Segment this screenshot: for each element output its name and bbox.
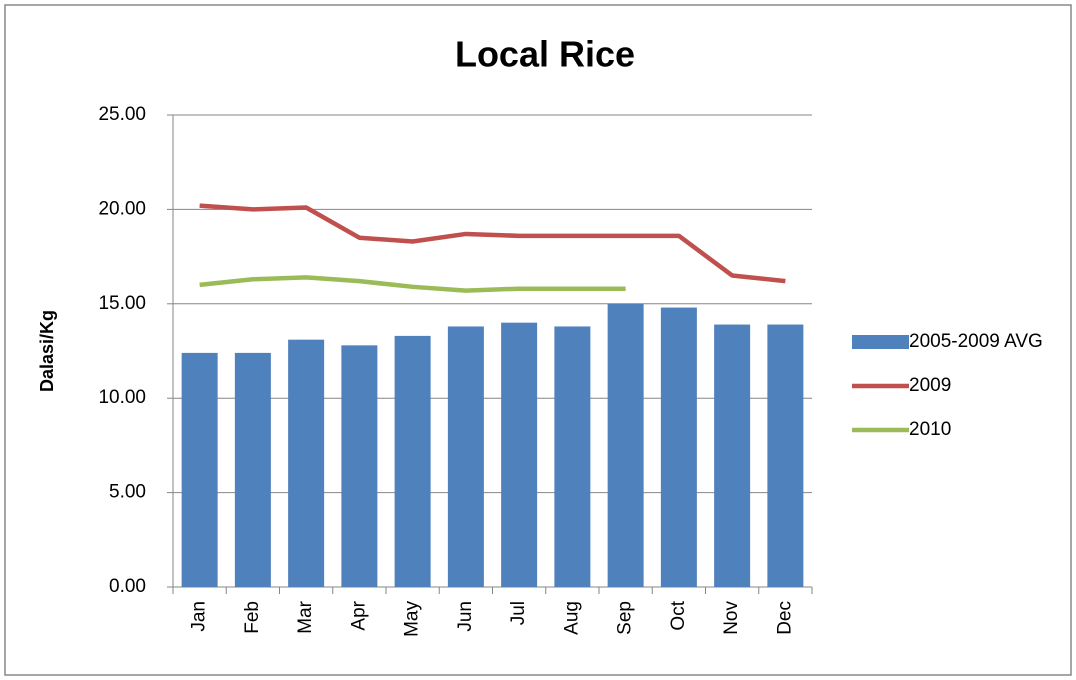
x-tick-label: Jul: [508, 601, 529, 625]
line-series: [199, 203, 786, 284]
y-tick-label: 25.00: [98, 104, 146, 125]
bar: [341, 345, 378, 587]
bar: [767, 324, 804, 587]
x-tick-label: Aug: [561, 601, 582, 635]
chart-title: Local Rice: [455, 34, 635, 75]
bar: [554, 326, 591, 587]
x-tick-label: May: [402, 601, 423, 637]
x-tick-label: Jun: [455, 601, 476, 632]
legend-label: 2010: [909, 419, 951, 440]
bar: [181, 352, 218, 587]
bar: [394, 335, 431, 587]
y-tick-label: 10.00: [98, 387, 146, 408]
bar: [607, 303, 644, 587]
bar: [714, 324, 751, 587]
y-tick-label: 20.00: [98, 198, 146, 219]
bar: [288, 339, 325, 587]
legend-label: 2009: [909, 375, 951, 396]
bar: [234, 352, 271, 587]
x-tick-label: Sep: [615, 601, 636, 635]
x-tick-label: Jan: [189, 601, 210, 632]
x-tick-label: Oct: [668, 600, 689, 630]
x-tick-label: Apr: [348, 600, 369, 630]
line-series: [199, 275, 626, 293]
bar: [660, 307, 697, 587]
x-tick-label: Mar: [295, 600, 316, 633]
bar: [447, 326, 484, 587]
bar: [501, 322, 538, 587]
y-tick-label: 0.00: [109, 576, 146, 597]
y-tick-label: 15.00: [98, 293, 146, 314]
x-tick-label: Nov: [721, 601, 742, 635]
legend-swatch: [852, 335, 909, 349]
y-tick-label: 5.00: [109, 482, 146, 503]
x-tick-label: Feb: [242, 601, 263, 634]
legend-label: 2005-2009 AVG: [909, 331, 1043, 352]
x-tick-label: Dec: [774, 601, 795, 635]
y-axis-title: Dalasi/Kg: [37, 310, 57, 392]
